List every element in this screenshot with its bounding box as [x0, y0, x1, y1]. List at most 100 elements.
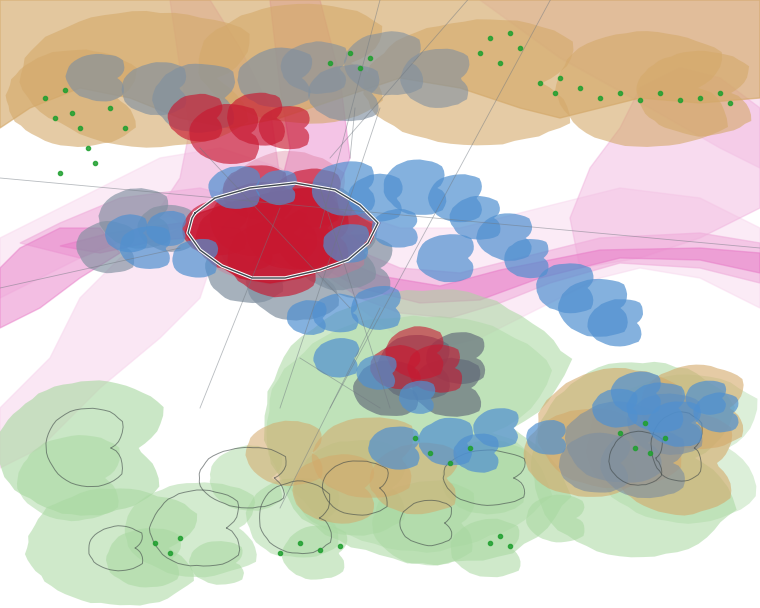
Polygon shape	[412, 358, 481, 417]
Polygon shape	[480, 0, 760, 168]
Polygon shape	[323, 224, 369, 263]
Polygon shape	[281, 525, 347, 579]
Polygon shape	[0, 0, 760, 128]
Polygon shape	[442, 441, 527, 514]
Polygon shape	[216, 151, 345, 269]
Polygon shape	[558, 279, 628, 337]
Polygon shape	[293, 454, 374, 523]
Polygon shape	[537, 368, 683, 488]
Polygon shape	[627, 393, 702, 455]
Polygon shape	[287, 300, 327, 335]
Polygon shape	[99, 188, 169, 249]
Polygon shape	[368, 427, 420, 469]
Polygon shape	[246, 188, 338, 270]
Polygon shape	[208, 166, 260, 209]
Polygon shape	[416, 234, 473, 282]
Polygon shape	[317, 234, 392, 299]
Polygon shape	[686, 381, 726, 415]
Polygon shape	[372, 480, 474, 565]
Polygon shape	[295, 213, 377, 290]
Polygon shape	[505, 239, 549, 278]
Polygon shape	[182, 200, 247, 255]
Polygon shape	[344, 31, 423, 95]
Polygon shape	[347, 174, 403, 222]
Polygon shape	[587, 375, 758, 524]
Polygon shape	[76, 221, 135, 273]
Polygon shape	[65, 54, 125, 102]
Polygon shape	[611, 371, 661, 415]
Polygon shape	[313, 338, 359, 378]
Polygon shape	[210, 445, 282, 511]
Polygon shape	[189, 541, 244, 585]
Polygon shape	[276, 206, 349, 271]
Polygon shape	[587, 299, 643, 347]
Polygon shape	[353, 361, 418, 416]
Polygon shape	[261, 189, 364, 278]
Polygon shape	[450, 196, 501, 240]
Polygon shape	[105, 214, 147, 252]
Polygon shape	[245, 239, 339, 320]
Polygon shape	[555, 31, 728, 147]
Polygon shape	[559, 433, 630, 492]
Polygon shape	[351, 286, 401, 330]
Polygon shape	[372, 209, 418, 247]
Polygon shape	[122, 62, 186, 116]
Polygon shape	[106, 528, 181, 587]
Polygon shape	[531, 362, 736, 558]
Polygon shape	[270, 0, 350, 228]
Polygon shape	[526, 420, 566, 455]
Polygon shape	[384, 159, 446, 215]
Polygon shape	[205, 233, 283, 303]
Polygon shape	[20, 188, 760, 318]
Polygon shape	[363, 19, 574, 145]
Polygon shape	[312, 161, 375, 216]
Polygon shape	[17, 435, 120, 521]
Polygon shape	[227, 220, 317, 297]
Polygon shape	[592, 389, 638, 427]
Polygon shape	[245, 421, 322, 486]
Polygon shape	[173, 239, 218, 278]
Polygon shape	[160, 0, 280, 238]
Polygon shape	[120, 226, 170, 269]
Polygon shape	[125, 482, 257, 578]
Polygon shape	[189, 104, 259, 164]
Polygon shape	[258, 106, 309, 149]
Polygon shape	[524, 409, 637, 497]
Polygon shape	[269, 168, 340, 227]
Polygon shape	[267, 316, 553, 553]
Polygon shape	[185, 188, 380, 283]
Polygon shape	[473, 408, 518, 447]
Polygon shape	[20, 11, 249, 148]
Polygon shape	[426, 332, 485, 384]
Polygon shape	[418, 418, 473, 466]
Polygon shape	[255, 170, 297, 205]
Polygon shape	[400, 49, 470, 108]
Polygon shape	[146, 211, 186, 246]
Polygon shape	[5, 49, 137, 147]
Polygon shape	[636, 50, 752, 137]
Polygon shape	[369, 443, 458, 514]
Polygon shape	[526, 495, 584, 542]
Polygon shape	[0, 228, 120, 328]
Polygon shape	[249, 181, 354, 270]
Polygon shape	[227, 92, 285, 146]
Polygon shape	[264, 289, 572, 565]
Polygon shape	[245, 478, 339, 558]
Polygon shape	[312, 294, 359, 333]
Polygon shape	[223, 165, 287, 219]
Polygon shape	[565, 401, 661, 483]
Polygon shape	[454, 434, 499, 473]
Polygon shape	[0, 228, 220, 468]
Polygon shape	[217, 204, 309, 285]
Polygon shape	[280, 41, 347, 94]
Polygon shape	[0, 148, 760, 348]
Polygon shape	[407, 344, 462, 393]
Polygon shape	[25, 488, 197, 606]
Polygon shape	[195, 203, 273, 271]
Polygon shape	[570, 68, 760, 268]
Polygon shape	[237, 47, 312, 108]
Polygon shape	[168, 94, 223, 142]
Polygon shape	[451, 519, 521, 577]
Polygon shape	[693, 392, 739, 432]
Polygon shape	[613, 412, 732, 516]
